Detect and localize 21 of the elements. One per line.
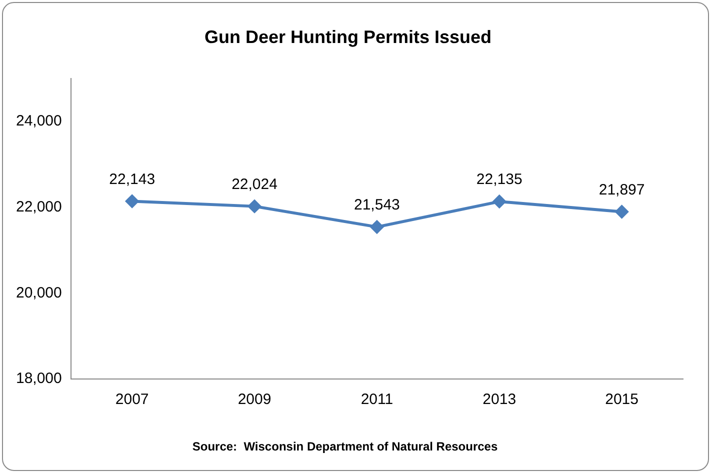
point [615,205,628,218]
y-tick-label: 22,000 [16,198,62,216]
y-tick-label: 20,000 [16,284,62,302]
x-tick-label: 2009 [238,391,272,408]
data-label: 22,143 [109,170,156,188]
data-label: 22,024 [232,176,278,193]
data-label: 21,897 [598,181,645,198]
point [126,194,139,208]
point [492,195,506,208]
x-tick-label: 2013 [482,391,516,408]
data-label: 22,135 [476,171,522,188]
chart-title: Gun Deer Hunting Permits Issued [204,26,492,47]
data-label: 21,543 [354,196,400,214]
x-tick-label: 2007 [115,391,149,408]
y-tick-label: 18,000 [16,370,62,388]
y-tick-label: 24,000 [16,112,62,130]
point [370,220,384,234]
x-tick-label: 2011 [360,391,394,408]
source-note: Source: Wisconsin Department of Natural Resources [192,439,498,454]
x-tick-label: 2015 [605,391,638,408]
point [248,200,262,213]
